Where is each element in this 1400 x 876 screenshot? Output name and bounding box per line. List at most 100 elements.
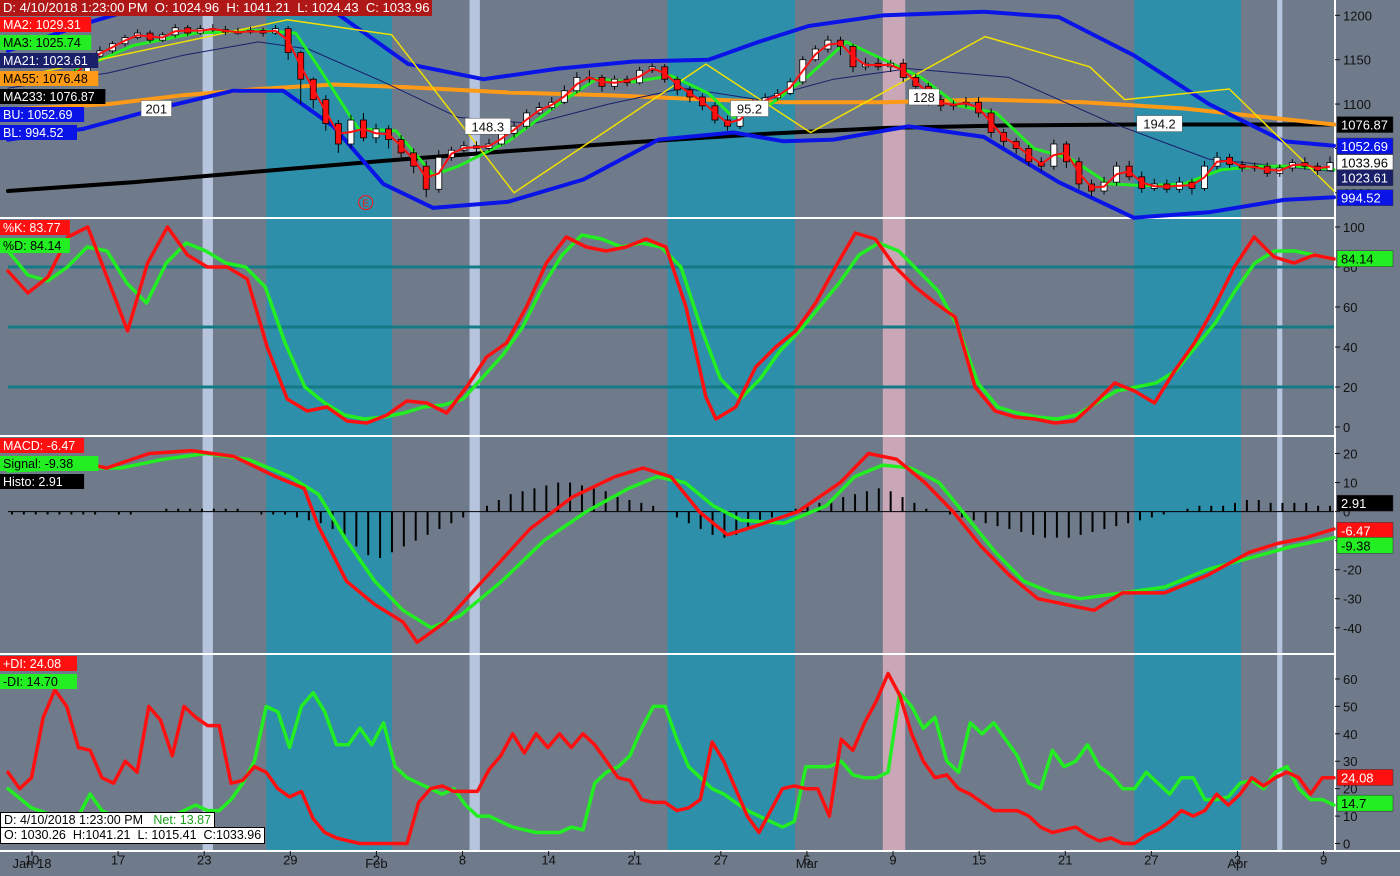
legend-entry: %K: 83.77 xyxy=(0,220,70,235)
stoch-y-tick-label: 100 xyxy=(1343,220,1365,235)
shade-band xyxy=(1277,0,1283,217)
legend-entry: Histo: 2.91 xyxy=(0,474,85,489)
footer-close: C:1033.96 xyxy=(203,828,262,842)
price-y-tick-label: 1200 xyxy=(1343,8,1372,23)
header-high: H: 1041.21 xyxy=(226,0,290,15)
legend-swatch xyxy=(0,656,77,671)
macd-y-tick-label: -30 xyxy=(1343,592,1362,607)
right-value-text: -9.38 xyxy=(1341,538,1371,553)
shade-band xyxy=(202,437,213,653)
price-y-tick-label: 1100 xyxy=(1343,97,1371,112)
right-value-label: 1023.61 xyxy=(1336,169,1394,186)
header-date: D: 4/10/2018 1:23:00 PM xyxy=(3,0,148,15)
legend-label: MA2: 1029.31 xyxy=(3,18,81,32)
legend-swatch xyxy=(0,89,106,104)
legend-label: MACD: -6.47 xyxy=(3,439,75,453)
right-value-box xyxy=(1336,189,1394,206)
x-month-label: Jan 18 xyxy=(12,856,51,871)
shade-band xyxy=(202,0,213,217)
right-value-label: 2.91 xyxy=(1336,494,1394,512)
zigzag-label-box xyxy=(908,88,940,106)
right-value-text: 1033.96 xyxy=(1341,156,1388,171)
panel-divider xyxy=(0,435,1400,437)
right-value-text: 994.52 xyxy=(1341,191,1381,206)
plus-di-line xyxy=(6,671,1336,846)
x-tick-label: 15 xyxy=(972,853,986,868)
macd-y-tick-label: -20 xyxy=(1343,563,1362,578)
ohlc-header: D: 4/10/2018 1:23:00 PM O: 1024.96 H: 10… xyxy=(0,0,433,16)
shade-band xyxy=(882,437,906,653)
right-value-text: 2.91 xyxy=(1341,496,1366,511)
right-value-box xyxy=(1336,794,1394,812)
x-tick-label: 21 xyxy=(627,853,641,868)
minus-di-line xyxy=(6,690,1336,835)
zigzag-label-box xyxy=(1136,115,1183,132)
macd-line xyxy=(6,448,1336,645)
bollinger-lower-line xyxy=(6,88,1336,220)
footer-line-1: D: 4/10/2018 1:23:00 PM Net: 13.87 xyxy=(0,812,216,829)
macd-y-tick-label: 20 xyxy=(1343,447,1357,462)
x-tick-label: 9 xyxy=(889,853,896,868)
legend-swatch xyxy=(0,456,99,471)
zigzag-label: 148.3 xyxy=(472,119,505,134)
right-value-box xyxy=(1336,250,1394,267)
zigzag-label-box xyxy=(140,100,172,117)
right-value-label: -6.47 xyxy=(1336,522,1394,539)
x-tick-label: 14 xyxy=(541,853,555,868)
panel-divider xyxy=(0,217,1400,219)
right-value-box xyxy=(1336,537,1394,554)
shade-band xyxy=(1134,437,1242,653)
legend-swatch xyxy=(0,107,85,122)
macd-signal-line xyxy=(6,451,1336,630)
bollinger-upper-line xyxy=(6,0,1336,148)
legend-label: Histo: 2.91 xyxy=(3,475,63,489)
legend-swatch xyxy=(0,238,70,253)
legend-label: MA21: 1023.61 xyxy=(3,54,88,68)
x-month-label: Mar xyxy=(796,856,819,871)
legend-entry: +DI: 24.08 xyxy=(0,656,77,671)
zigzag-label: 201 xyxy=(145,102,167,117)
footer-line-2: O: 1030.26 H:1041.21 L: 1015.41 C:1033.9… xyxy=(0,827,266,844)
legend-label: MA3: 1025.74 xyxy=(3,36,81,50)
legend-swatch xyxy=(0,125,77,140)
stoch-y-tick-label: 20 xyxy=(1343,380,1357,395)
legend-entry: MA21: 1023.61 xyxy=(0,53,99,68)
dmi-y-tick-label: 0 xyxy=(1343,837,1350,852)
x-tick-label: 27 xyxy=(1144,853,1158,868)
macd-y-tick-label: 0 xyxy=(1343,505,1350,520)
stoch-y-tick-label: 0 xyxy=(1343,420,1350,435)
shade-band xyxy=(1134,655,1242,851)
dmi-y-tick-label: 60 xyxy=(1343,672,1357,687)
legend-label: BL: 994.52 xyxy=(3,126,64,140)
legend-label: MA233: 1076.87 xyxy=(3,90,95,104)
shade-band xyxy=(469,437,480,653)
ma21-line xyxy=(7,41,1335,172)
right-value-box xyxy=(1336,494,1394,512)
header-low: L: 1024.43 xyxy=(297,0,359,15)
zigzag-line xyxy=(7,19,1335,194)
right-value-text: 24.08 xyxy=(1341,770,1374,785)
shade-band xyxy=(266,655,393,851)
dmi-y-tick-label: 40 xyxy=(1343,727,1357,742)
x-tick-label: 10 xyxy=(25,853,39,868)
shade-band xyxy=(667,437,795,653)
right-value-label: 14.7 xyxy=(1336,794,1394,812)
legend-entry: MA2: 1029.31 xyxy=(0,17,92,32)
right-value-text: 1076.87 xyxy=(1341,118,1388,133)
legend-swatch xyxy=(0,474,85,489)
right-value-label: 1033.96 xyxy=(1336,154,1394,171)
x-tick-label: 29 xyxy=(283,853,297,868)
zigzag-label-box xyxy=(730,100,769,117)
zigzag-label: 95.2 xyxy=(737,102,762,117)
legend-swatch xyxy=(0,17,92,32)
shade-band xyxy=(202,655,213,851)
x-tick-label: 21 xyxy=(1058,853,1072,868)
legend-label: Signal: -9.38 xyxy=(3,457,73,471)
right-value-label: 1076.87 xyxy=(1336,116,1394,133)
macd-y-tick-label: -40 xyxy=(1343,621,1362,636)
x-tick-label: 27 xyxy=(714,853,728,868)
legend-label: %K: 83.77 xyxy=(3,221,61,235)
right-value-box xyxy=(1336,137,1394,155)
legend-entry: MA233: 1076.87 xyxy=(0,89,106,104)
